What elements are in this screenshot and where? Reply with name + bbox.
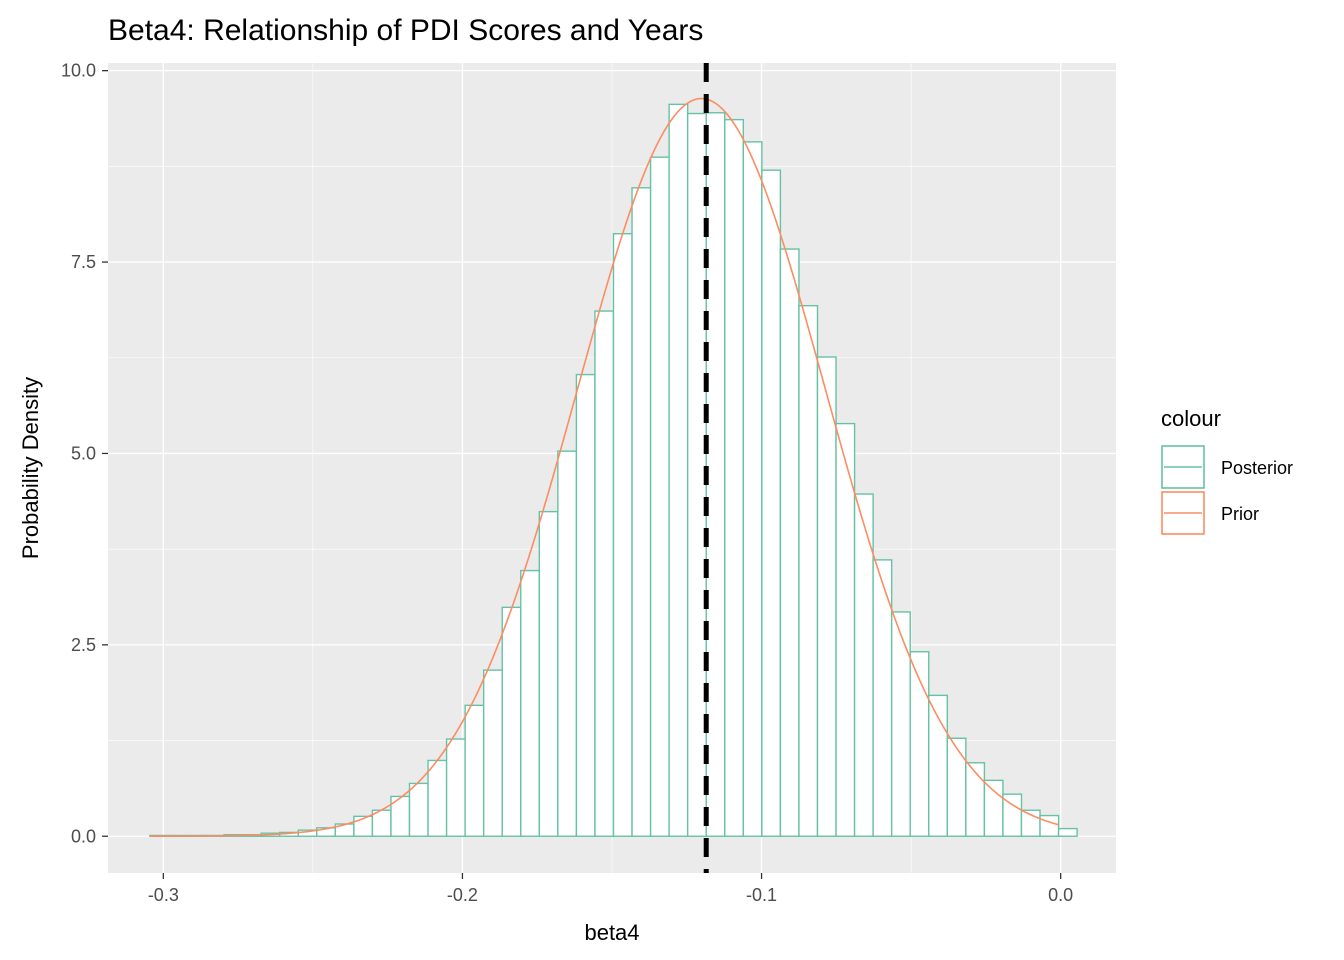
x-tick-label: -0.1 <box>746 885 777 905</box>
histogram-bar <box>983 779 1004 837</box>
histogram-bar <box>761 169 782 837</box>
legend-label-posterior: Posterior <box>1221 458 1293 478</box>
x-tick-label: 0.0 <box>1048 885 1073 905</box>
histogram-bar <box>427 759 448 837</box>
y-tick-label: 2.5 <box>71 635 96 655</box>
histogram-bar <box>464 704 485 837</box>
histogram-bar <box>557 450 578 837</box>
histogram-bar <box>594 310 615 837</box>
histogram-bar <box>724 118 745 837</box>
y-axis-title: Probability Density <box>18 377 43 559</box>
chart-title: Beta4: Relationship of PDI Scores and Ye… <box>108 14 703 47</box>
histogram-bar <box>742 141 763 837</box>
y-tick-label: 7.5 <box>71 252 96 272</box>
prior-density-curve <box>150 97 1060 838</box>
histogram-bar <box>705 112 726 837</box>
histogram-bar <box>668 103 689 837</box>
histogram-bar <box>408 782 429 837</box>
histogram-bar <box>779 248 800 837</box>
histogram-bar <box>520 569 541 837</box>
histogram-bar <box>631 187 652 837</box>
legend-label-prior: Prior <box>1221 504 1259 524</box>
y-tick-label: 5.0 <box>71 443 96 463</box>
histogram-bar <box>649 156 670 837</box>
histogram-bar <box>482 669 503 837</box>
histogram-bar <box>1039 814 1060 837</box>
y-axis: 0.0 2.5 5.0 7.5 10.0 <box>61 61 108 846</box>
histogram-bar <box>798 304 819 837</box>
y-tick-label: 0.0 <box>71 826 96 846</box>
legend: colour Posterior Prior <box>1161 406 1293 535</box>
histogram-bar <box>946 737 967 837</box>
x-axis-title: beta4 <box>584 920 639 945</box>
histogram-bar <box>445 738 466 837</box>
legend-items: Posterior Prior <box>1161 445 1293 535</box>
histogram-bar <box>538 510 559 837</box>
histogram-bar <box>575 373 596 837</box>
x-tick-label: -0.2 <box>447 885 478 905</box>
histogram-bar <box>1057 827 1078 837</box>
x-tick-label: -0.3 <box>148 885 179 905</box>
posterior-histogram <box>149 103 1078 837</box>
histogram-bar <box>501 606 522 837</box>
histogram-bar <box>686 112 707 837</box>
histogram-bar <box>816 356 837 837</box>
histogram-bar <box>612 233 633 837</box>
legend-title: colour <box>1161 406 1221 431</box>
y-tick-label: 10.0 <box>61 61 96 81</box>
x-axis: -0.3 -0.2 -0.1 0.0 <box>148 873 1073 905</box>
histogram-bar <box>965 762 986 837</box>
histogram-bar <box>890 611 911 837</box>
